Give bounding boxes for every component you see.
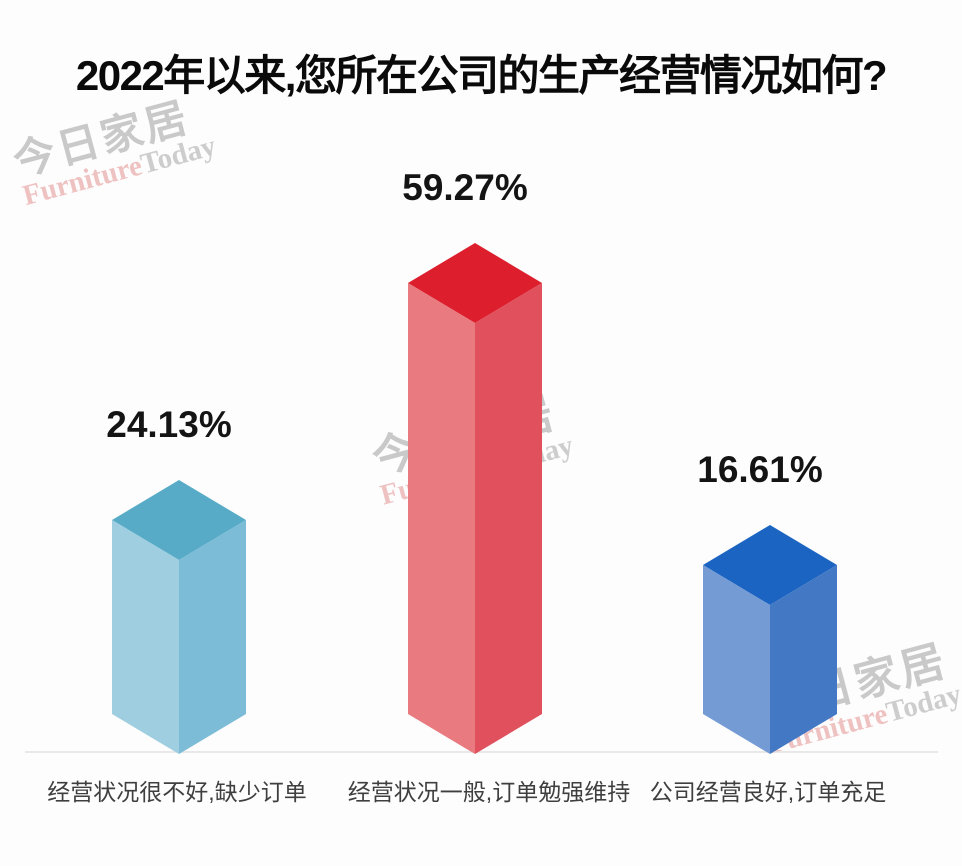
bar-1-left-face [112,520,179,754]
bar-category-label: 经营状况一般,订单勉强维持 [347,779,631,805]
bar-2-left-face [408,283,475,754]
bar-3-left-face [703,565,770,754]
bar-value-label: 16.61% [697,449,823,490]
chart-title: 2022年以来,您所在公司的生产经营情况如何? [75,52,888,99]
bar-value-label: 59.27% [402,167,528,208]
bar-3-right-face [770,565,837,754]
bar-category-label: 公司经营良好,订单充足 [649,779,887,805]
bar-category-label: 经营状况很不好,缺少订单 [47,779,307,805]
bar-value-label: 24.13% [106,404,232,445]
bar-1-right-face [179,520,246,754]
bar-2-right-face [475,283,542,754]
